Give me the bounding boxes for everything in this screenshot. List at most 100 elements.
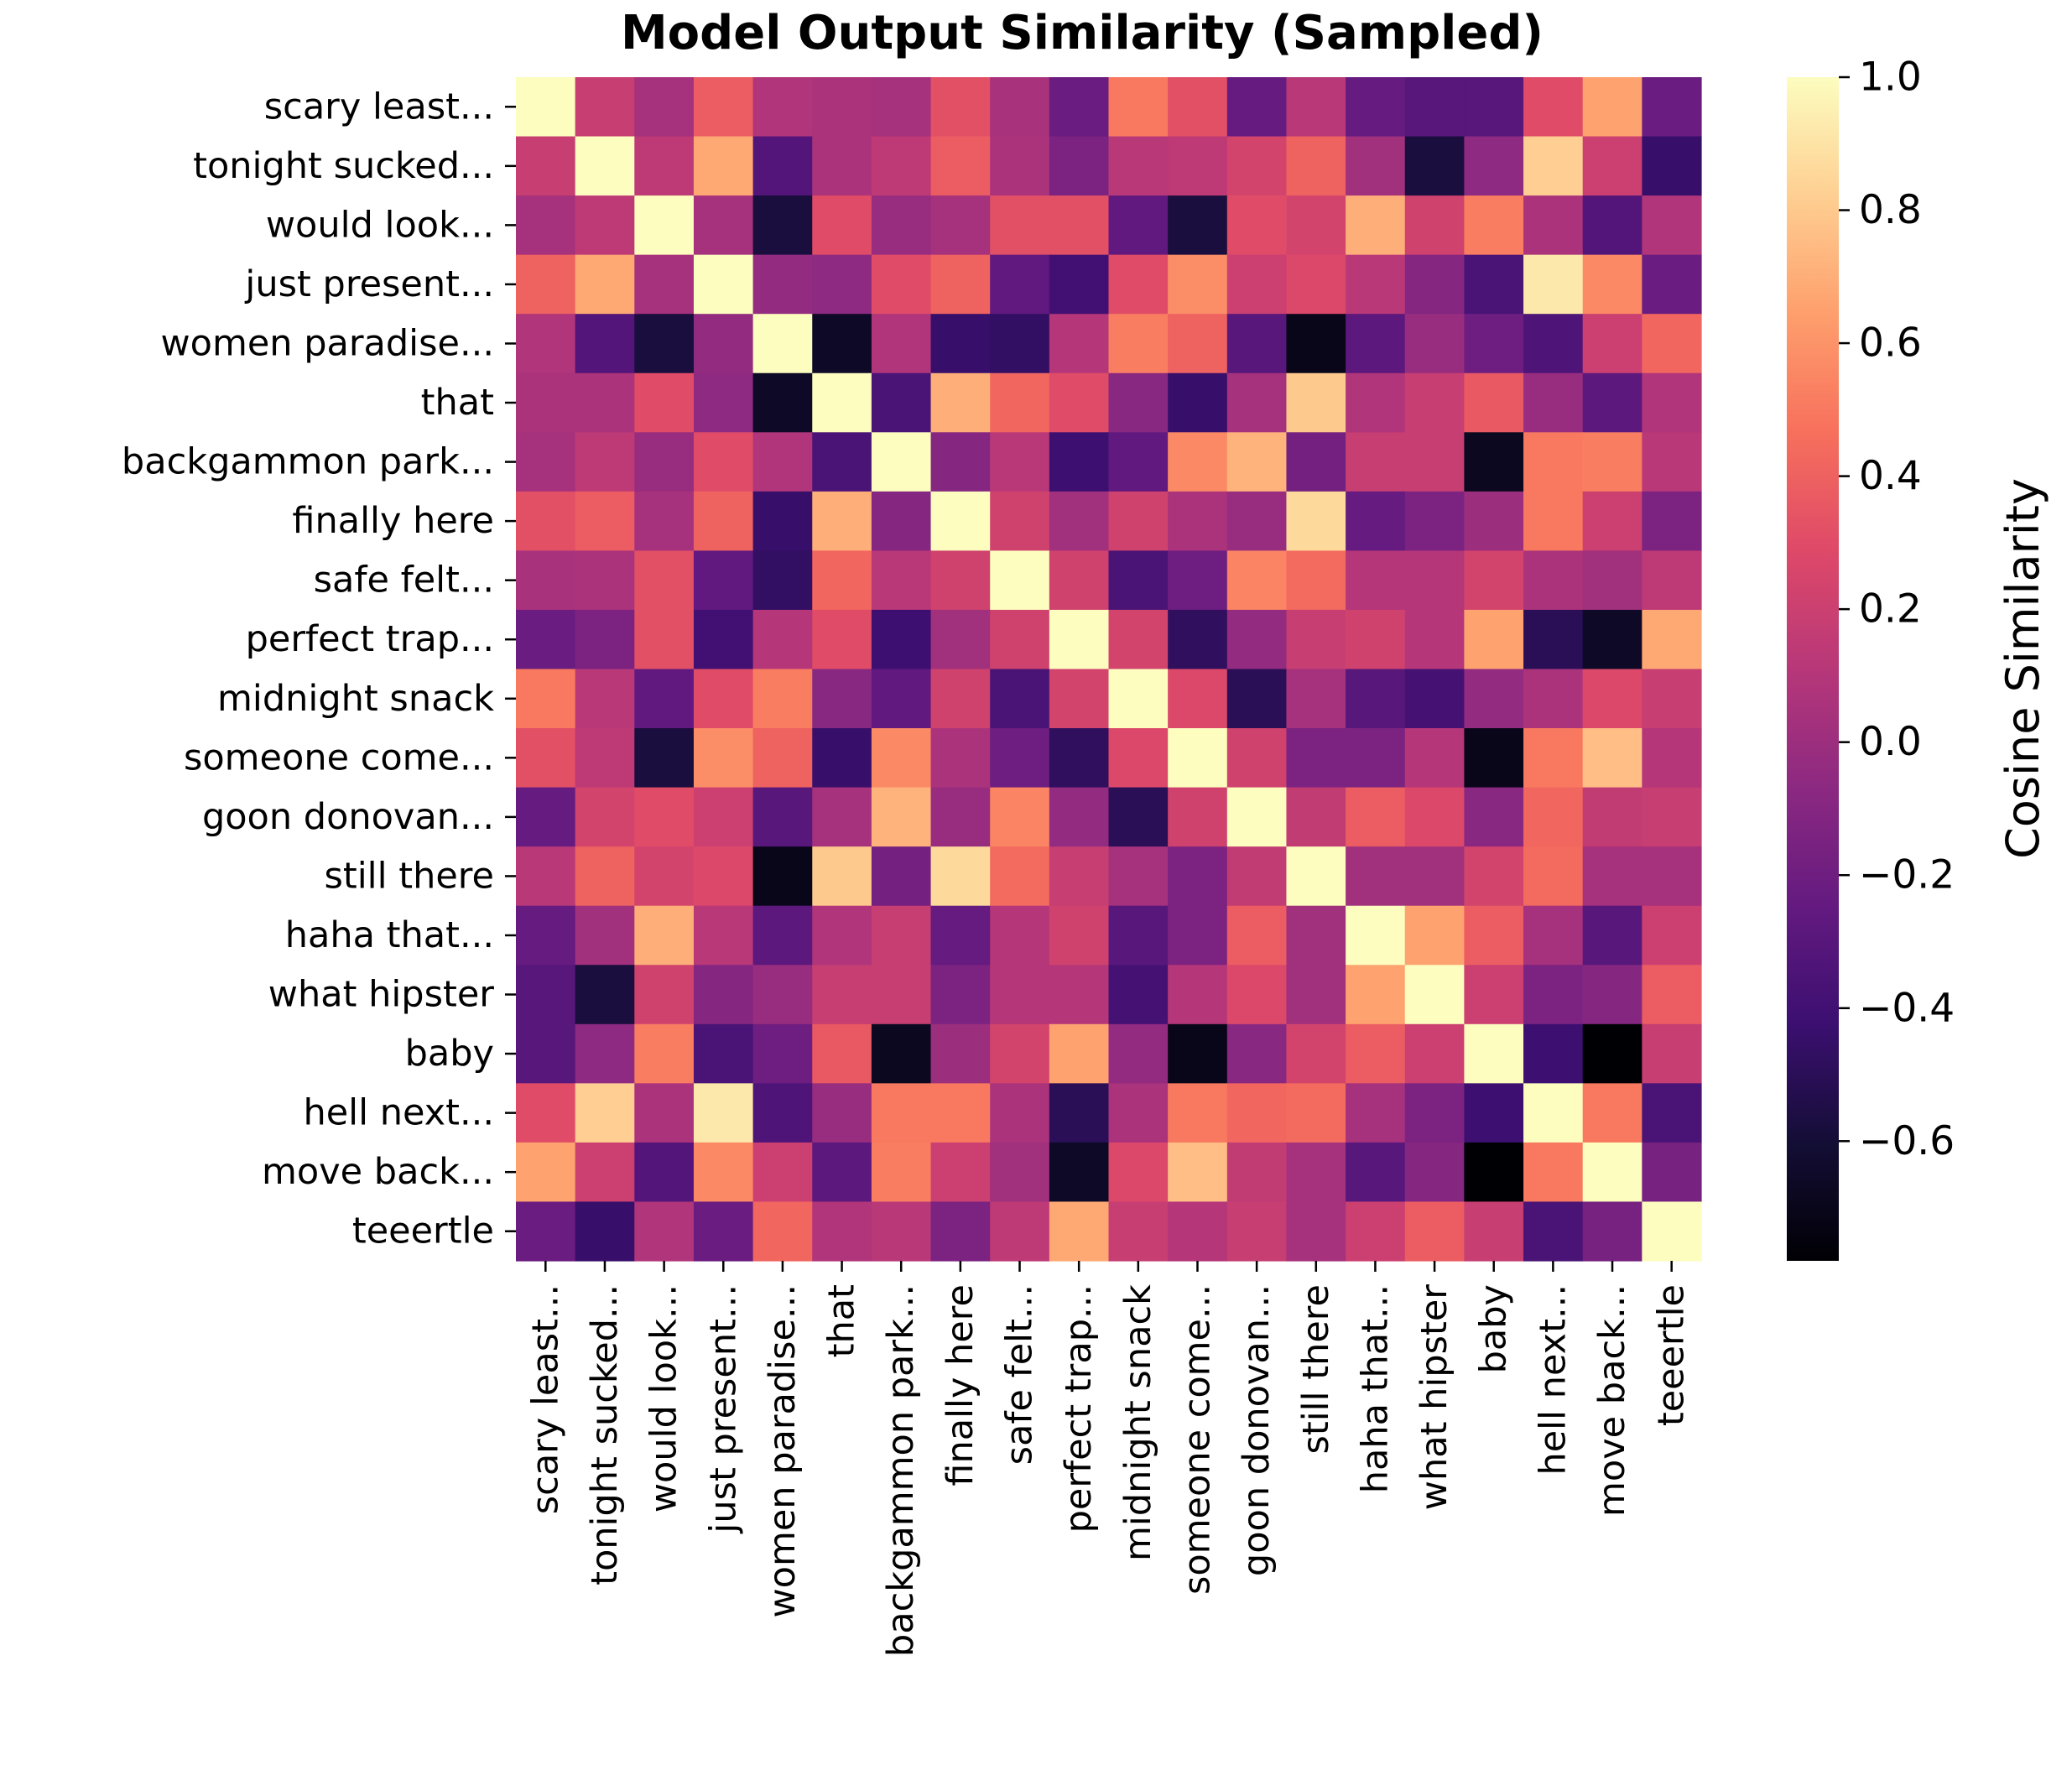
heatmap-cell <box>634 77 695 138</box>
heatmap-cell <box>693 905 754 966</box>
heatmap-cell <box>752 728 813 789</box>
heatmap-cell <box>1049 77 1110 138</box>
x-tick-label: would look... <box>643 1284 685 1512</box>
x-tick-label: move back... <box>1591 1284 1633 1517</box>
heatmap-cell <box>1642 669 1702 729</box>
heatmap-cell <box>1582 1023 1643 1084</box>
heatmap-cell <box>1346 905 1406 966</box>
y-tick-label: what hipster <box>268 974 495 1016</box>
heatmap-cell <box>693 728 754 789</box>
heatmap-cell <box>990 1083 1050 1143</box>
heatmap-cell <box>1049 905 1110 966</box>
heatmap-cell <box>634 432 695 492</box>
heatmap-cell <box>871 905 932 966</box>
heatmap-cell <box>1523 1201 1584 1262</box>
heatmap-cell <box>752 965 813 1025</box>
colorbar-tick-label: −0.2 <box>1859 852 1955 898</box>
heatmap-cell <box>1226 728 1288 789</box>
heatmap-cell <box>1346 372 1406 433</box>
heatmap-cell <box>1049 195 1110 256</box>
heatmap-cell <box>1226 195 1288 256</box>
x-axis: scary least... tonight sucked... would loo… <box>524 1261 1693 1657</box>
x-tick-label: just present... <box>702 1284 744 1534</box>
heatmap-cell <box>693 965 754 1025</box>
heatmap-cell <box>1049 609 1110 670</box>
heatmap-cell <box>1642 1201 1702 1262</box>
heatmap-cell <box>1286 1201 1346 1262</box>
heatmap-cell <box>752 905 813 966</box>
heatmap-cell <box>1286 669 1346 729</box>
x-tick-label: scary least... <box>524 1284 566 1514</box>
heatmap-cell <box>990 491 1050 551</box>
colorbar-tick-label: 0.4 <box>1859 453 1922 499</box>
y-tick-label: women paradise... <box>160 322 494 364</box>
heatmap-cell <box>930 1142 991 1203</box>
heatmap-cell <box>1582 728 1643 789</box>
heatmap-cell <box>1226 136 1288 196</box>
heatmap-cell <box>1642 550 1702 611</box>
heatmap-cell <box>871 1142 932 1203</box>
heatmap-cell <box>1049 254 1110 315</box>
heatmap-cell <box>1464 195 1524 256</box>
heatmap-cell <box>1168 77 1228 138</box>
y-tick-label: teeertle <box>352 1211 494 1252</box>
heatmap-cell <box>871 1083 932 1143</box>
heatmap-cell <box>1108 1201 1169 1262</box>
heatmap-cell <box>1582 77 1643 138</box>
heatmap-cell <box>871 491 932 551</box>
heatmap-cell <box>1464 787 1524 847</box>
heatmap-cell <box>1523 195 1584 256</box>
heatmap-cell <box>990 314 1050 374</box>
heatmap-cell <box>990 1142 1050 1203</box>
heatmap-cell <box>1168 491 1228 551</box>
heatmap-cell <box>1346 669 1406 729</box>
heatmap-cell <box>871 669 932 729</box>
heatmap-cell <box>1464 669 1524 729</box>
heatmap-cell <box>1226 1201 1288 1262</box>
x-tick-label: finally here <box>940 1284 981 1486</box>
heatmap-cell <box>1049 1083 1110 1143</box>
heatmap-cell <box>693 550 754 611</box>
heatmap-cell <box>1049 314 1110 374</box>
heatmap-cell <box>634 491 695 551</box>
heatmap-cell <box>812 550 872 611</box>
heatmap-cell <box>1404 609 1465 670</box>
heatmap-cell <box>1226 550 1288 611</box>
heatmap-cell <box>1464 432 1524 492</box>
heatmap-cell <box>1642 787 1702 847</box>
heatmap-cell <box>634 728 695 789</box>
heatmap-cell <box>1642 136 1702 196</box>
heatmap-cell <box>812 669 872 729</box>
heatmap-cell <box>1582 314 1643 374</box>
heatmap-cell <box>1049 965 1110 1025</box>
colorbar-tick-label: 0.2 <box>1859 586 1922 633</box>
heatmap-cell <box>812 1083 872 1143</box>
heatmap-cell <box>1523 136 1584 196</box>
heatmap-cell <box>1049 1023 1110 1084</box>
heatmap-cell <box>575 550 635 611</box>
heatmap-cell <box>1286 905 1346 966</box>
heatmap-cell <box>1108 846 1169 907</box>
y-tick-label: just present... <box>244 263 494 305</box>
heatmap-cell <box>516 1142 576 1203</box>
heatmap-cell <box>1464 550 1524 611</box>
heatmap-cell <box>1404 372 1465 433</box>
heatmap-cell <box>930 787 991 847</box>
heatmap-cell <box>930 550 991 611</box>
x-tick-label: tonight sucked... <box>584 1284 626 1585</box>
heatmap-cell <box>1523 314 1584 374</box>
heatmap-cell <box>575 432 635 492</box>
heatmap-cell <box>871 1201 932 1262</box>
heatmap-cell <box>693 1142 754 1203</box>
colorbar-tick-label: −0.6 <box>1859 1118 1955 1164</box>
heatmap-cell <box>1523 905 1584 966</box>
heatmap-cell <box>575 254 635 315</box>
heatmap-cell <box>1404 1083 1465 1143</box>
heatmap-cell <box>1226 1083 1288 1143</box>
heatmap-cell <box>516 1023 576 1084</box>
heatmap-cell <box>575 728 635 789</box>
heatmap-cell <box>1168 728 1228 789</box>
heatmap-cell <box>1404 195 1465 256</box>
x-tick-label: hell next... <box>1532 1284 1574 1476</box>
